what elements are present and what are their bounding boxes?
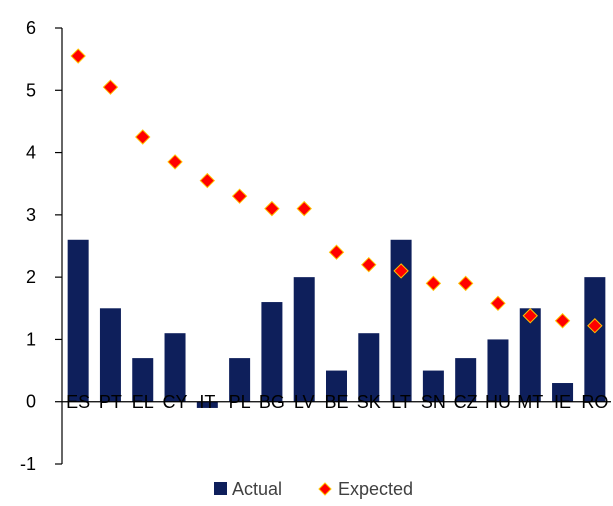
marker-el bbox=[135, 129, 151, 145]
bar-cz bbox=[455, 358, 477, 402]
x-tick-label: LT bbox=[391, 392, 411, 412]
y-tick-label: -1 bbox=[20, 454, 36, 474]
x-tick-label: RO bbox=[581, 392, 608, 412]
bar-mt bbox=[519, 308, 541, 402]
marker-ro bbox=[587, 318, 603, 334]
marker-es bbox=[70, 48, 86, 64]
x-tick-label: LV bbox=[294, 392, 315, 412]
y-tick-label: 6 bbox=[26, 18, 36, 38]
marker-sn bbox=[425, 275, 442, 292]
bar-lt bbox=[390, 239, 412, 402]
x-tick-label: BE bbox=[324, 392, 348, 412]
bar-ro bbox=[584, 277, 606, 402]
bar-pl bbox=[229, 358, 251, 402]
x-tick-label: SN bbox=[421, 392, 446, 412]
bar-cy bbox=[164, 333, 186, 402]
y-tick-label: 0 bbox=[26, 392, 36, 412]
y-tick-label: 5 bbox=[26, 80, 36, 100]
legend-swatch-expected bbox=[318, 482, 332, 496]
x-tick-label: ES bbox=[66, 392, 90, 412]
x-tick-label: BG bbox=[259, 392, 285, 412]
bar-el bbox=[132, 358, 154, 402]
bar-ie bbox=[552, 383, 574, 402]
bar-bg bbox=[261, 302, 283, 402]
legend-label-expected: Expected bbox=[338, 479, 413, 499]
marker-hu bbox=[490, 295, 506, 312]
bar-lv bbox=[293, 277, 315, 402]
x-tick-label: SK bbox=[357, 392, 381, 412]
labels-layer: -1 0 1 2 3 4 5 6 ES PT EL CY IT PL BG LV BE SK LT SN CZ HU MT I… bbox=[20, 18, 608, 474]
marker-lt bbox=[393, 263, 409, 279]
axes-layer bbox=[55, 27, 611, 465]
markers-layer bbox=[70, 48, 603, 334]
marker-it bbox=[199, 172, 216, 189]
y-tick-label: 2 bbox=[26, 267, 36, 287]
y-tick-label: 4 bbox=[26, 143, 36, 163]
legend-label-actual: Actual bbox=[232, 479, 282, 499]
marker-lv bbox=[296, 200, 312, 217]
x-tick-label: PL bbox=[229, 392, 251, 412]
bar-it bbox=[196, 401, 218, 408]
bar-hu bbox=[487, 339, 509, 402]
x-tick-label: HU bbox=[485, 392, 511, 412]
legend-swatch-actual bbox=[214, 482, 227, 495]
marker-bg bbox=[264, 200, 280, 217]
bar-be bbox=[326, 370, 347, 402]
x-tick-label: CY bbox=[163, 392, 188, 412]
x-tick-label: MT bbox=[517, 392, 543, 412]
marker-sk bbox=[361, 256, 377, 273]
marker-cz bbox=[457, 275, 474, 292]
marker-ie bbox=[554, 313, 571, 329]
bar-pt bbox=[99, 308, 121, 402]
x-tick-label: CZ bbox=[454, 392, 478, 412]
marker-mt bbox=[522, 308, 538, 324]
bars-layer bbox=[67, 239, 606, 408]
marker-be bbox=[328, 244, 345, 260]
legend: Actual Expected bbox=[214, 479, 413, 499]
bar-sn bbox=[422, 370, 444, 402]
x-tick-label: EL bbox=[132, 392, 154, 412]
bar-es bbox=[67, 239, 89, 402]
marker-pt bbox=[102, 79, 119, 95]
bar-sk bbox=[358, 333, 380, 402]
y-tick-label: 3 bbox=[26, 205, 36, 225]
x-tick-label: PT bbox=[99, 392, 122, 412]
marker-cy bbox=[167, 154, 183, 170]
marker-pl bbox=[231, 188, 248, 204]
x-tick-label: IE bbox=[554, 392, 571, 412]
y-tick-label: 1 bbox=[26, 329, 36, 349]
x-tick-label: IT bbox=[199, 392, 215, 412]
